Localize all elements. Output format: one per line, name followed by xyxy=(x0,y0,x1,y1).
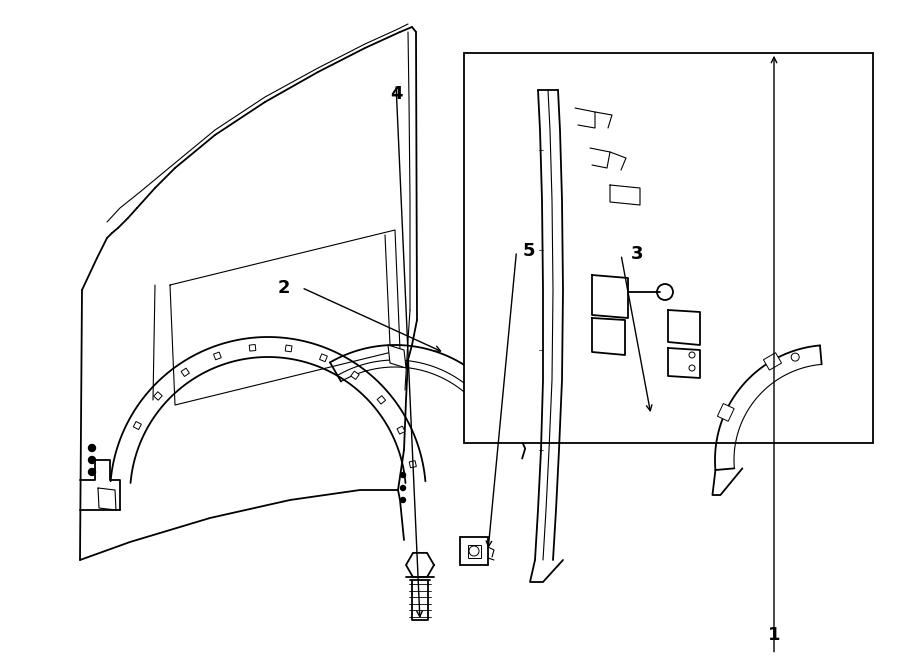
Circle shape xyxy=(400,485,406,490)
Bar xyxy=(154,392,162,400)
Text: 4: 4 xyxy=(390,85,402,103)
Bar xyxy=(717,403,734,421)
Text: 2: 2 xyxy=(277,278,290,297)
Bar xyxy=(249,344,256,351)
Bar xyxy=(133,422,141,430)
Bar xyxy=(410,461,417,468)
Polygon shape xyxy=(617,390,649,403)
Bar xyxy=(377,396,385,404)
Circle shape xyxy=(88,469,95,475)
Circle shape xyxy=(400,473,406,477)
Circle shape xyxy=(88,457,95,463)
Polygon shape xyxy=(623,409,641,429)
Bar xyxy=(285,345,292,352)
Polygon shape xyxy=(468,545,481,558)
Bar xyxy=(181,368,189,377)
Bar xyxy=(464,53,873,443)
Polygon shape xyxy=(613,403,651,437)
Polygon shape xyxy=(460,537,488,565)
Text: 5: 5 xyxy=(522,242,535,260)
Bar xyxy=(213,352,221,360)
Text: 1: 1 xyxy=(768,625,780,644)
Text: 3: 3 xyxy=(631,245,644,264)
Bar xyxy=(320,354,328,362)
Bar xyxy=(397,426,405,434)
Polygon shape xyxy=(388,345,406,368)
Circle shape xyxy=(400,498,406,502)
Bar xyxy=(351,371,359,379)
Circle shape xyxy=(88,444,95,451)
Bar xyxy=(763,353,781,370)
